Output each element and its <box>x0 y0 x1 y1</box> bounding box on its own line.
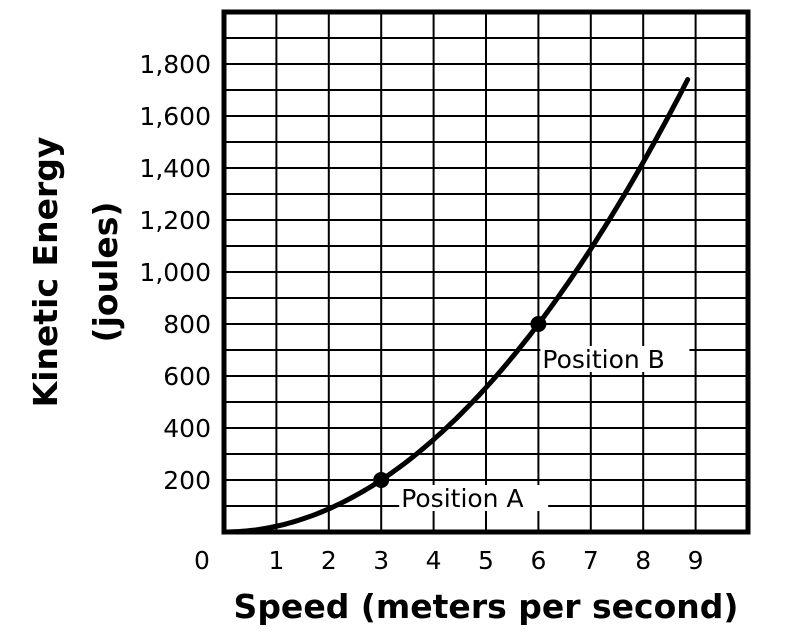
data-point-a <box>373 472 390 488</box>
x-tick-label: 8 <box>635 546 651 575</box>
y-axis-title-line2: (joules) <box>86 202 125 343</box>
y-tick-label: 200 <box>163 466 211 495</box>
annotation-background <box>540 346 690 372</box>
y-tick-label: 800 <box>163 310 211 339</box>
y-tick-label: 1,000 <box>139 258 211 287</box>
annotation-label: Position B <box>542 345 664 374</box>
y-tick-label: 1,200 <box>139 206 211 235</box>
y-tick-label: 400 <box>163 414 211 443</box>
x-tick-label: 2 <box>321 546 337 575</box>
x-tick-label: 9 <box>688 546 704 575</box>
x-tick-label: 3 <box>373 546 389 575</box>
y-tick-label: 1,600 <box>139 102 211 131</box>
y-axis-title-line1: Kinetic Energy <box>26 137 65 408</box>
y-tick-label: 1,400 <box>139 154 211 183</box>
annotation-label: Position A <box>401 484 523 513</box>
data-point-b <box>530 316 547 332</box>
plot-border <box>221 9 751 535</box>
y-tick-label: 1,800 <box>139 50 211 79</box>
x-tick-label: 1 <box>268 546 284 575</box>
x-tick-label: 6 <box>530 546 546 575</box>
y-tick-label: 600 <box>163 362 211 391</box>
x-tick-label: 0 <box>194 546 210 575</box>
x-tick-label: 4 <box>426 546 442 575</box>
ke-curve <box>221 77 691 535</box>
grid <box>224 12 748 532</box>
x-tick-label: 7 <box>583 546 599 575</box>
x-tick-label: 5 <box>478 546 494 575</box>
annotation-background <box>399 485 549 511</box>
x-axis-title: Speed (meters per second) <box>234 587 739 626</box>
